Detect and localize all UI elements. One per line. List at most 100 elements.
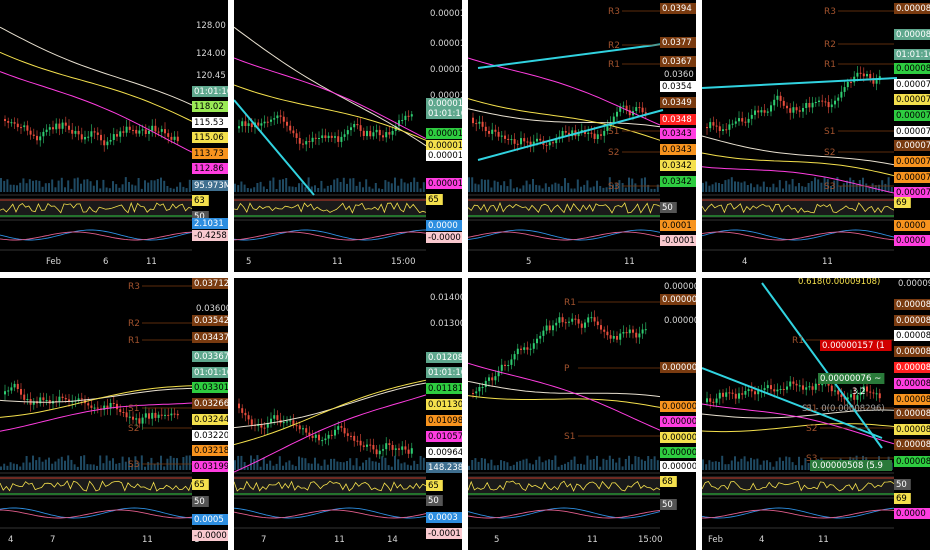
price-tag	[894, 493, 911, 504]
volume-bar	[551, 184, 554, 192]
volume-bar	[41, 461, 44, 470]
macd-signal-line	[702, 509, 895, 519]
volume-bar	[750, 183, 752, 192]
volume-bar	[397, 185, 400, 192]
candle-body	[731, 392, 734, 394]
volume-bar	[413, 177, 416, 192]
candle-body	[10, 387, 13, 391]
candle-body	[148, 413, 150, 419]
candle-body	[862, 73, 865, 77]
candle-body	[20, 389, 22, 395]
candle-body	[510, 139, 513, 141]
candle-body	[734, 121, 737, 124]
candle-body	[93, 131, 96, 133]
candle-body	[132, 129, 134, 131]
price-tag	[192, 195, 209, 206]
price-tag	[894, 330, 930, 341]
candle-body	[859, 72, 862, 74]
candle-body	[68, 399, 70, 402]
volume-bar	[342, 177, 345, 192]
price-tag-label: 01:01:16	[428, 368, 462, 378]
candle-body	[853, 394, 856, 400]
volume-bar	[743, 181, 746, 192]
candle-body	[366, 130, 368, 137]
candle-body	[327, 434, 330, 439]
candle-body	[795, 107, 798, 111]
candle-body	[167, 133, 170, 137]
candle-body	[276, 415, 279, 420]
candle-body	[766, 385, 769, 389]
volume-bar	[368, 457, 371, 470]
volume-bar	[250, 455, 252, 470]
volume-bar	[730, 460, 733, 470]
volume-bar	[801, 465, 804, 470]
price-tag	[894, 197, 911, 208]
candle-body	[869, 391, 872, 393]
price-tag	[894, 394, 930, 405]
candle-body	[494, 376, 497, 381]
price-tag-label: 01:01:16	[428, 109, 462, 119]
volume-bar	[772, 183, 775, 192]
candle-body	[23, 394, 26, 400]
volume-bar	[381, 456, 384, 470]
candle-body	[718, 126, 721, 131]
candle-body	[513, 139, 516, 144]
volume-bar	[112, 458, 114, 470]
candle-body	[856, 72, 859, 77]
volume-bar	[25, 183, 28, 192]
volume-bar	[506, 186, 509, 192]
pivot-label: S2	[806, 424, 817, 434]
volume-bar	[32, 455, 34, 470]
candle-body	[64, 122, 67, 126]
volume-bar	[240, 455, 243, 470]
candle-body	[850, 82, 852, 83]
candle-body	[276, 115, 279, 119]
candle-body	[814, 383, 817, 390]
volume-bar	[3, 463, 6, 470]
price-tag-label: 0.00007...	[896, 188, 930, 198]
moving-average-line	[702, 152, 895, 177]
volume-bar	[794, 465, 797, 470]
candle-body	[590, 132, 593, 134]
volume-bar	[564, 178, 566, 192]
candle-body	[154, 125, 157, 132]
candle-body	[738, 118, 740, 122]
price-tag-label: 115.53	[194, 118, 224, 128]
candle-body	[795, 383, 798, 386]
volume-bar	[288, 460, 291, 470]
volume-bar	[573, 188, 576, 192]
volume-bar	[282, 465, 284, 470]
volume-bar	[262, 457, 265, 470]
volume-bar	[144, 180, 146, 192]
volume-bar	[153, 463, 156, 470]
candle-body	[295, 133, 298, 138]
candle-body	[356, 440, 359, 442]
volume-bar	[551, 460, 554, 470]
volume-bar	[266, 189, 268, 192]
candle-body	[362, 445, 365, 447]
candle-body	[507, 138, 510, 140]
volume-bar	[128, 182, 130, 192]
annotation-label: S1 - 0(0.00008296)	[802, 404, 885, 414]
volume-bar	[484, 179, 486, 192]
candle-body	[173, 413, 176, 415]
volume-bar	[702, 182, 704, 192]
volume-bar	[108, 460, 111, 470]
volume-bar	[817, 179, 820, 192]
volume-bar	[564, 463, 566, 470]
candle-body	[731, 123, 734, 125]
candle-body	[840, 91, 843, 98]
candle-body	[112, 134, 115, 140]
candle-body	[375, 129, 378, 133]
volume-bar	[339, 182, 342, 192]
candle-body	[754, 110, 756, 115]
volume-bar	[782, 460, 784, 470]
chart-svg: 0.00001220 0.00001200 0.00001180 0.00001160…	[234, 9, 462, 272]
candle-body	[504, 135, 506, 139]
volume-bar	[653, 188, 656, 192]
volume-bar	[490, 459, 493, 470]
volume-bar	[246, 188, 249, 192]
candle-body	[488, 131, 490, 134]
price-tag-label: 01:01:16	[896, 50, 930, 60]
price-tag	[660, 160, 696, 171]
